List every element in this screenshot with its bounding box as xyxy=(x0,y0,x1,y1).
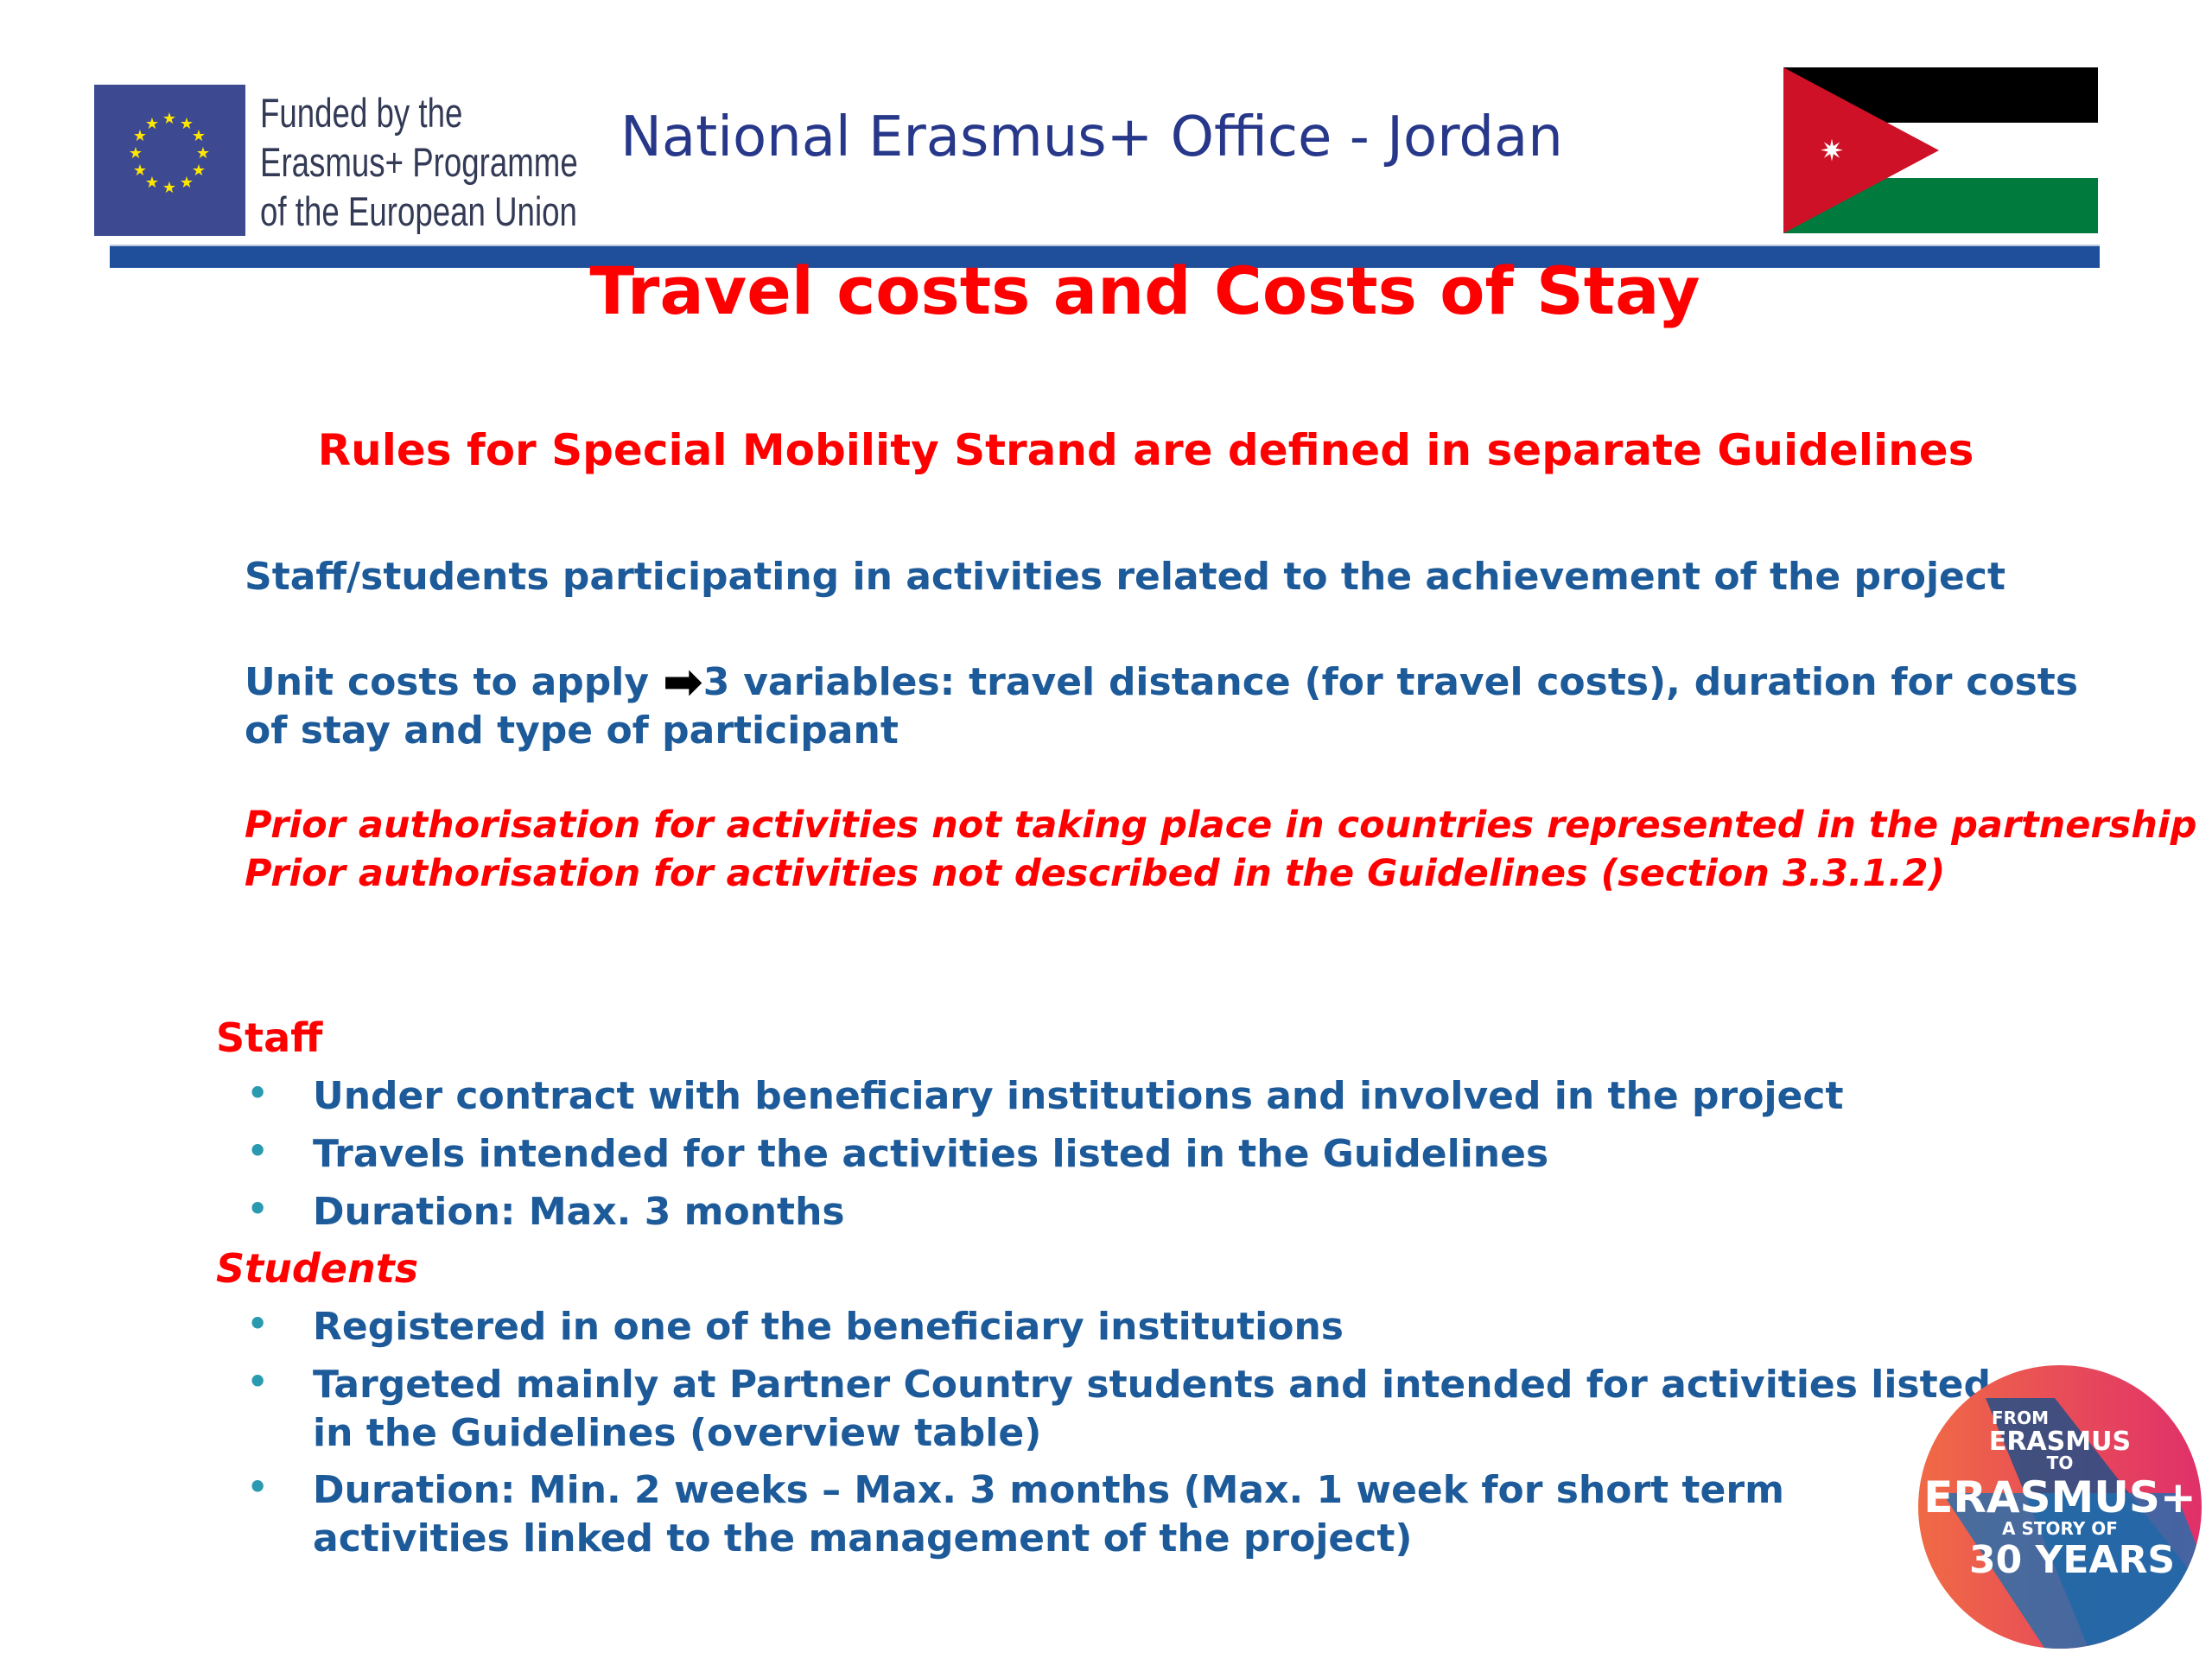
unit-costs-variables: 3 variables: travel distance (for travel… xyxy=(245,660,2079,753)
erasmus-30-years-badge: FROM ERASMUS TO ERASMUS+ A STORY OF 30 Y… xyxy=(1918,1365,2202,1649)
svg-text:★: ★ xyxy=(145,174,159,192)
svg-text:★: ★ xyxy=(129,144,143,162)
authorisation-note: Prior authorisation for activities not t… xyxy=(245,804,2197,847)
svg-text:★: ★ xyxy=(192,162,206,180)
list-item-line: Targeted mainly at Partner Country stude… xyxy=(313,1363,1991,1407)
badge-line: ERASMUS+ xyxy=(1923,1472,2196,1522)
list-item-line: Duration: Min. 2 weeks – Max. 3 months (… xyxy=(313,1468,1784,1512)
eu-funding-logo: ★ ★ ★ ★ ★ ★ ★ ★ ★ ★ ★ ★ Funded by the Erasmus+ Pr… xyxy=(94,85,578,236)
svg-text:★: ★ xyxy=(192,127,206,145)
bullet-icon: • xyxy=(247,1363,269,1401)
bullet-icon: • xyxy=(247,1305,269,1343)
jordan-flag-icon: ✷ xyxy=(1783,67,2098,233)
list-item-line: in the Guidelines (overview table) xyxy=(313,1411,1042,1455)
eu-flag-icon: ★ ★★★ ★★★★ ★★★★ xyxy=(94,85,245,236)
svg-text:✷: ✷ xyxy=(1820,134,1845,168)
list-item: Registered in one of the beneficiary ins… xyxy=(313,1305,1344,1349)
svg-text:★: ★ xyxy=(133,162,147,180)
bullet-icon: • xyxy=(247,1468,269,1506)
list-item: Duration: Max. 3 months xyxy=(313,1190,845,1234)
svg-text:★: ★ xyxy=(180,174,194,192)
badge-line: A STORY OF xyxy=(2002,1518,2118,1539)
svg-text:★: ★ xyxy=(145,115,159,133)
eu-logo-line: Erasmus+ Programme xyxy=(260,139,578,185)
eu-logo-line: Funded by the xyxy=(260,90,463,136)
badge-line: ERASMUS xyxy=(1989,1427,2131,1457)
list-item: Duration: Min. 2 weeks – Max. 3 months (… xyxy=(313,1466,1784,1563)
badge-line: FROM xyxy=(1992,1408,2049,1428)
paragraph-participants: Staff/students participating in activiti… xyxy=(245,555,2006,599)
bullet-icon: • xyxy=(247,1074,269,1112)
staff-heading: Staff xyxy=(216,1014,323,1061)
eu-logo-line: of the European Union xyxy=(260,188,577,234)
list-item-line: activities linked to the management of t… xyxy=(313,1516,1413,1560)
bullet-icon: • xyxy=(247,1190,269,1228)
list-item: Under contract with beneficiary institut… xyxy=(313,1074,1844,1118)
badge-line: TO xyxy=(2047,1452,2074,1473)
students-heading: Students xyxy=(216,1245,419,1292)
slide-title: Travel costs and Costs of Stay xyxy=(589,252,1700,329)
header-divider-bar xyxy=(110,245,2100,268)
list-item: Targeted mainly at Partner Country stude… xyxy=(313,1361,1991,1458)
slide-subtitle: Rules for Special Mobility Strand are de… xyxy=(317,425,1974,475)
svg-text:★: ★ xyxy=(133,127,147,145)
svg-text:★: ★ xyxy=(162,110,176,128)
svg-text:★: ★ xyxy=(196,144,210,162)
badge-line: 30 YEARS xyxy=(1969,1538,2175,1582)
authorisation-note: Prior authorisation for activities not d… xyxy=(245,852,1946,895)
arrow-right-icon: ➡ xyxy=(662,654,703,710)
svg-text:★: ★ xyxy=(162,179,176,197)
svg-text:★: ★ xyxy=(180,115,194,133)
list-item: Travels intended for the activities list… xyxy=(313,1132,1549,1176)
eu-logo-text: Funded by the Erasmus+ Programme of the … xyxy=(260,88,578,236)
bullet-icon: • xyxy=(247,1132,269,1170)
unit-costs-text: Unit costs to apply xyxy=(245,660,663,704)
office-title: National Erasmus+ Office - Jordan xyxy=(620,105,1563,169)
paragraph-unit-costs: Unit costs to apply ➡3 variables: travel… xyxy=(245,658,2078,755)
